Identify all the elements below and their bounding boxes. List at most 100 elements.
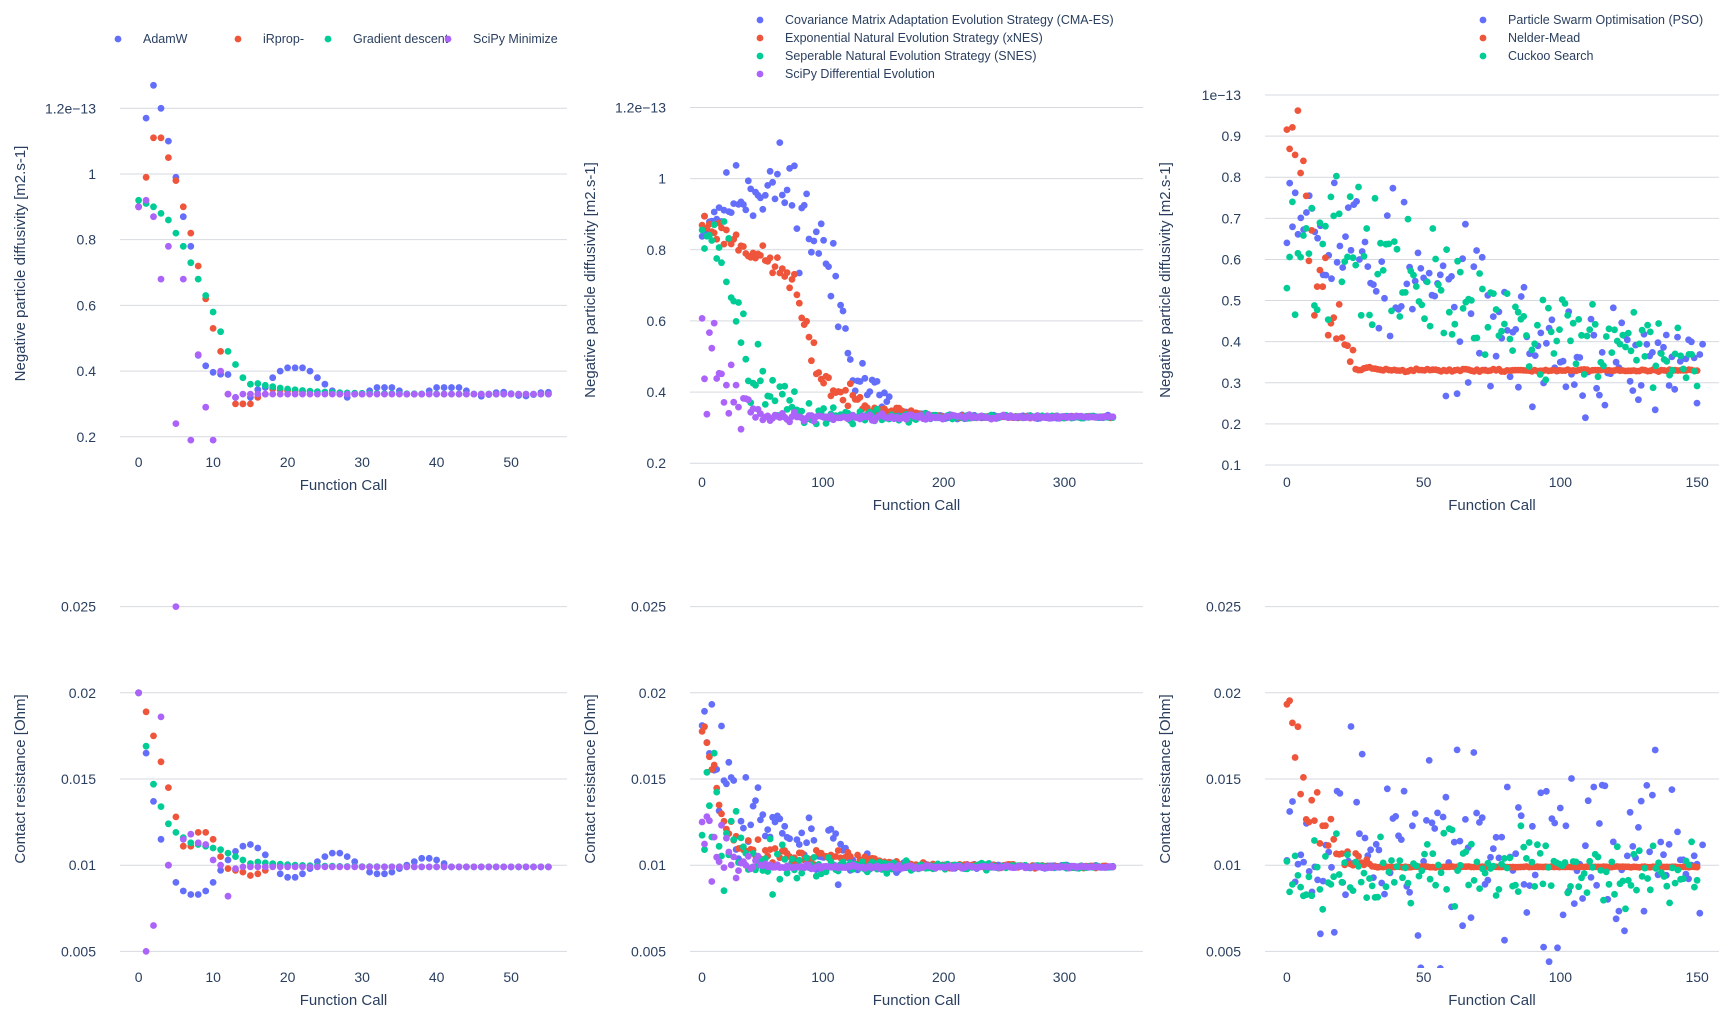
data-point <box>150 780 157 788</box>
data-point <box>261 863 269 871</box>
data-point <box>1316 886 1324 893</box>
y-tick-label: 0.7 <box>1222 210 1242 226</box>
data-point <box>1289 798 1296 805</box>
data-point <box>1314 876 1321 884</box>
data-point <box>1396 313 1404 320</box>
data-point <box>1319 283 1327 291</box>
data-point <box>1294 723 1302 731</box>
data-point <box>1378 258 1386 265</box>
data-point <box>477 390 485 398</box>
data-point <box>1569 319 1577 327</box>
data-point <box>1470 263 1478 271</box>
data-point <box>1501 936 1508 944</box>
data-point <box>418 863 426 871</box>
data-point <box>742 206 750 214</box>
data-point <box>448 384 455 391</box>
data-point <box>1468 840 1475 848</box>
data-point <box>849 420 857 428</box>
data-point <box>224 856 232 864</box>
data-point <box>276 863 284 871</box>
series-gradient-descent <box>135 196 552 398</box>
y-tick-label: 0.2 <box>77 429 97 445</box>
data-point <box>172 813 180 821</box>
data-point <box>343 853 351 860</box>
y-tick-label: 1.2e−13 <box>45 100 96 116</box>
data-point <box>440 390 448 398</box>
data-point <box>1668 864 1676 872</box>
data-point <box>425 863 433 871</box>
x-tick-label: 20 <box>280 454 296 470</box>
y-tick-label: 0.01 <box>69 857 96 873</box>
y-tick-label: 0.025 <box>1206 599 1241 615</box>
data-point <box>321 853 329 860</box>
data-point <box>1286 697 1293 705</box>
data-point <box>1400 787 1408 795</box>
data-point <box>202 841 210 848</box>
data-point <box>1492 352 1500 360</box>
data-point <box>276 367 284 375</box>
data-point <box>1525 839 1533 846</box>
data-point <box>808 357 815 365</box>
data-point <box>1487 853 1494 861</box>
data-point <box>1490 290 1497 297</box>
data-point <box>1605 880 1613 888</box>
data-point <box>730 836 738 843</box>
x-tick-label: 0 <box>1283 474 1291 490</box>
data-point <box>725 848 733 856</box>
data-point <box>1562 383 1570 391</box>
data-point <box>165 242 172 250</box>
data-point <box>749 212 757 220</box>
data-point <box>433 856 440 864</box>
y-tick-label: 0.5 <box>1222 293 1242 309</box>
data-point <box>1575 316 1583 323</box>
data-point <box>798 829 806 837</box>
data-point <box>1456 861 1464 869</box>
data-point <box>718 370 725 378</box>
data-point <box>1655 859 1662 867</box>
data-point <box>1586 326 1594 333</box>
data-point <box>1109 413 1117 421</box>
data-point <box>209 835 217 843</box>
y-tick-label: 1.2e−13 <box>615 99 666 115</box>
y-tick-label: 0.005 <box>61 943 96 959</box>
data-point <box>194 275 202 283</box>
data-point <box>1623 852 1631 860</box>
data-point <box>1649 842 1657 850</box>
data-point <box>776 383 784 390</box>
data-point <box>1436 271 1444 279</box>
x-tick-label: 200 <box>932 474 956 490</box>
data-point <box>1324 331 1332 339</box>
data-point <box>1300 232 1307 239</box>
data-point <box>455 863 463 871</box>
data-point <box>172 229 180 237</box>
data-point <box>1379 267 1387 274</box>
data-point <box>1615 907 1623 915</box>
data-point <box>358 390 366 398</box>
data-point <box>440 384 448 391</box>
data-point <box>172 829 180 836</box>
legend-item-label: AdamW <box>143 32 188 46</box>
data-point <box>859 858 866 866</box>
data-point <box>1624 329 1632 337</box>
data-point <box>194 829 202 836</box>
y-tick-label: 0.025 <box>631 599 666 615</box>
data-point <box>157 275 165 283</box>
data-point <box>1596 391 1603 399</box>
data-point <box>720 399 728 406</box>
data-point <box>1316 840 1324 847</box>
x-tick-label: 100 <box>811 474 835 490</box>
data-point <box>881 389 888 397</box>
data-point <box>703 410 711 418</box>
data-point <box>754 340 762 348</box>
data-point <box>321 380 329 388</box>
data-point <box>351 858 359 866</box>
data-point <box>202 887 210 895</box>
data-point <box>873 378 881 385</box>
data-point <box>1283 858 1291 865</box>
legend-item-label: Gradient descent <box>353 32 449 46</box>
y-tick-label: 0.02 <box>69 685 96 701</box>
data-point <box>1401 289 1409 296</box>
data-point <box>1390 878 1398 886</box>
data-point <box>1308 204 1316 212</box>
data-point <box>1551 819 1559 827</box>
